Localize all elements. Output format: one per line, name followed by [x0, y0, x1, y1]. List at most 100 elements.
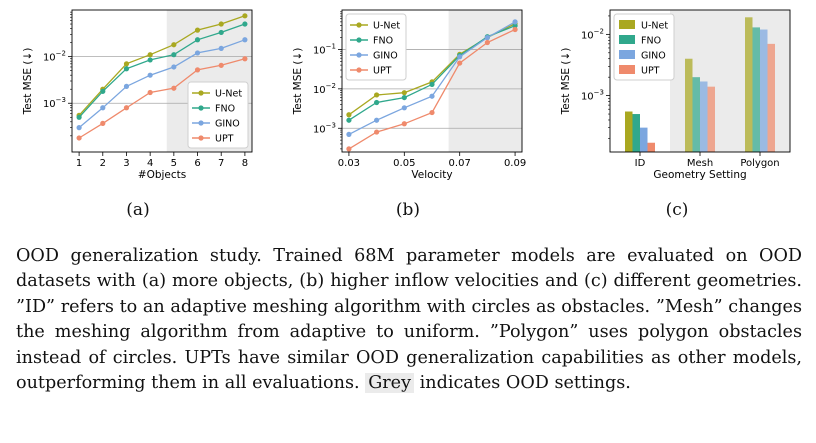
x-tick-label: Mesh [687, 158, 713, 169]
legend-entry: FNO [373, 36, 393, 47]
data-point-gino [194, 50, 201, 56]
subfigure-label-b: (b) [395, 200, 421, 220]
legend-entry: GINO [641, 51, 666, 62]
y-tick-label: 10−1 [313, 42, 336, 56]
x-tick-label: 5 [171, 158, 177, 169]
data-point-u-net [218, 21, 224, 27]
legend-swatch [619, 20, 635, 29]
data-point-gino [100, 105, 106, 111]
data-point-upt [374, 129, 380, 135]
legend-marker [356, 52, 362, 58]
legend-entry: FNO [215, 104, 235, 115]
bar-upt [707, 86, 715, 152]
series-line-upt [78, 58, 246, 139]
legend-marker [198, 120, 204, 126]
data-point-gino [346, 131, 352, 137]
data-point-upt [429, 109, 435, 116]
bar-u-net [745, 17, 753, 152]
legend-marker [356, 37, 362, 43]
legend-entry: GINO [373, 51, 398, 62]
data-point-u-net [401, 90, 407, 96]
legend-swatch [619, 35, 635, 44]
x-tick-label: 1 [76, 158, 82, 169]
data-point-fno [401, 94, 407, 101]
series-line-fno [78, 23, 246, 118]
legend-entry: U-Net [373, 21, 400, 32]
bar-fno [752, 27, 760, 152]
chart-b: 0.03 0.05 0.07 0.09 10−3 10−2 10−1 Velocity Test… [292, 9, 526, 181]
caption-tail: indicates OOD settings. [419, 373, 631, 394]
data-point-upt [484, 39, 490, 46]
legend-entry: UPT [373, 66, 392, 77]
x-tick-label: 2 [100, 158, 106, 169]
data-point-fno [512, 23, 518, 29]
legend-marker [356, 67, 362, 73]
x-tick-label: 0.09 [504, 158, 526, 169]
data-point-upt [457, 60, 463, 66]
x-tick-label: 3 [123, 158, 129, 169]
bar-fno [692, 77, 700, 152]
data-point-fno [218, 29, 224, 36]
caption-body: OOD generalization study. Trained 68M pa… [16, 246, 802, 394]
data-point-gino [429, 93, 435, 99]
series-line-gino [78, 39, 246, 129]
data-point-u-net [123, 61, 130, 67]
data-point-gino [484, 34, 490, 41]
data-point-gino [242, 37, 248, 43]
x-tick-label: ID [635, 158, 646, 169]
bar-u-net [625, 111, 633, 152]
data-point-gino [401, 105, 407, 111]
x-tick-label: 8 [242, 158, 248, 169]
legend-entry: U-Net [215, 89, 242, 100]
y-tick-label: 10−2 [43, 50, 66, 64]
series-line-u-net [78, 15, 246, 116]
figure-caption: OOD generalization study. Trained 68M pa… [16, 244, 802, 396]
subfigure-label-c: (c) [665, 200, 689, 220]
data-point-fno [374, 99, 380, 106]
bar-gino [700, 81, 708, 152]
data-point-u-net [171, 42, 177, 48]
data-point-gino [218, 45, 224, 52]
legend-marker [198, 135, 204, 141]
data-point-upt [242, 56, 248, 62]
bar-upt [647, 142, 655, 152]
legend-entry: FNO [641, 36, 661, 47]
data-point-upt [76, 135, 82, 141]
bar-gino [640, 127, 648, 152]
data-point-gino [457, 54, 463, 60]
subfigure-label-a: (a) [126, 200, 150, 220]
x-tick-label: Polygon [740, 158, 779, 169]
data-point-fno [429, 81, 435, 87]
data-point-upt [171, 85, 177, 91]
data-point-upt [147, 89, 153, 96]
plot-frame [341, 9, 523, 153]
y-tick-label: 10−2 [313, 82, 336, 96]
data-point-gino [123, 83, 130, 89]
legend-box [613, 13, 675, 81]
legend-entry: UPT [641, 66, 660, 77]
y-tick-label: 10−3 [43, 96, 66, 110]
y-tick-label: 10−2 [581, 27, 604, 41]
legend-marker [356, 22, 362, 28]
data-point-upt [401, 121, 407, 127]
data-point-u-net [147, 52, 153, 58]
legend-entry: UPT [215, 134, 234, 145]
legend-marker [198, 90, 204, 96]
legend-box [345, 13, 407, 81]
data-point-upt [346, 146, 352, 152]
chart-c: ID Mesh Polygon 10−3 10−2 Geometry Setting Tes… [560, 9, 791, 181]
bar-u-net [685, 58, 693, 152]
data-point-gino [171, 64, 177, 70]
y-tick-label: 10−3 [313, 121, 336, 135]
data-point-gino [147, 72, 153, 78]
x-axis-label: Velocity [411, 169, 452, 181]
data-point-fno [123, 66, 130, 72]
x-axis-label: Geometry Setting [653, 169, 746, 181]
data-point-fno [171, 52, 177, 58]
data-point-gino [374, 117, 380, 123]
y-axis-label: Test MSE (↓) [292, 48, 304, 116]
legend-swatch [619, 65, 635, 74]
plot-frame [609, 9, 791, 153]
legend-entry: U-Net [641, 21, 668, 32]
x-tick-label: 0.03 [338, 158, 360, 169]
